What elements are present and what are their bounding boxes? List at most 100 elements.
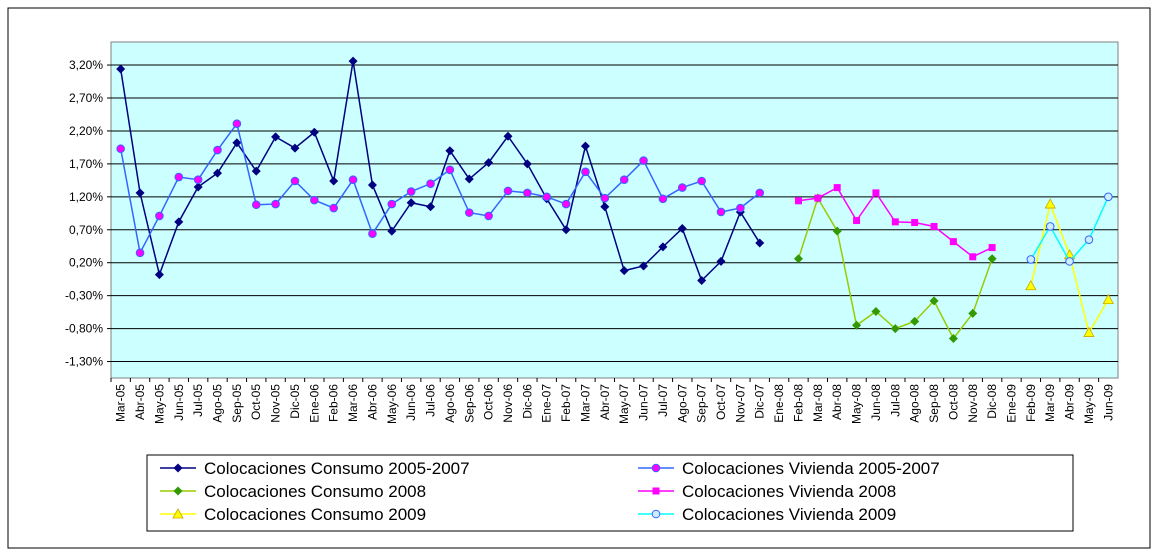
marker <box>639 261 649 271</box>
marker <box>651 463 661 473</box>
x-tick-label: Mar-08 <box>811 384 825 422</box>
x-tick-label: Nov-05 <box>269 384 283 423</box>
marker <box>290 143 300 153</box>
legend-label: Colocaciones Consumo 2005-2007 <box>204 459 470 478</box>
y-tick-label: 1,20% <box>69 190 103 204</box>
legend: Colocaciones Consumo 2005-2007 Colocacion… <box>146 454 1074 532</box>
x-tick-label: May-06 <box>385 384 399 424</box>
marker <box>853 217 861 225</box>
x-tick-label: Mar-09 <box>1043 384 1057 422</box>
marker <box>193 182 203 192</box>
marker <box>426 179 435 188</box>
marker <box>1044 198 1056 209</box>
marker <box>348 175 358 184</box>
legend-label: Colocaciones Vivienda 2005-2007 <box>682 459 940 478</box>
marker <box>832 226 842 236</box>
marker <box>580 141 590 151</box>
x-tick-label: Nov-06 <box>501 384 515 423</box>
marker <box>271 132 281 142</box>
marker <box>232 138 242 148</box>
marker <box>503 186 513 196</box>
marker <box>1084 235 1094 244</box>
marker <box>173 463 183 473</box>
x-tick-label: May-05 <box>152 384 166 424</box>
marker <box>464 208 474 217</box>
marker <box>968 308 978 318</box>
x-tick-label: May-09 <box>1082 384 1096 424</box>
x-tick-label: Feb-08 <box>791 384 805 422</box>
x-tick-label: Sep-08 <box>927 384 941 423</box>
marker <box>716 256 726 266</box>
marker <box>116 64 126 74</box>
x-tick-label: Dic-07 <box>753 384 767 419</box>
legend-box <box>146 454 1074 532</box>
x-tick-label: Jul-06 <box>424 384 438 417</box>
x-tick-label: Abr-05 <box>133 384 147 420</box>
x-tick-label: Abr-09 <box>1063 384 1077 420</box>
marker <box>251 166 261 176</box>
marker <box>793 254 803 264</box>
x-tick-label: Jun-07 <box>637 384 651 421</box>
x-tick-label: Ago-08 <box>908 384 922 423</box>
marker <box>173 486 183 496</box>
marker <box>368 229 377 239</box>
x-tick-label: Ago-06 <box>443 384 457 423</box>
x-tick-label: Jul-07 <box>656 384 670 417</box>
x-tick-label: Sep-07 <box>695 384 709 423</box>
x-tick-label: Abr-06 <box>365 384 379 420</box>
marker <box>310 195 319 205</box>
marker <box>522 159 532 169</box>
y-tick-label: 2,20% <box>69 124 103 138</box>
x-tick-label: Abr-07 <box>598 384 612 420</box>
marker <box>174 217 184 227</box>
marker <box>736 203 745 213</box>
x-tick-label: Jun-05 <box>172 384 186 421</box>
marker <box>833 184 841 192</box>
marker <box>949 238 957 246</box>
marker <box>716 207 726 217</box>
y-tick-label: 0,20% <box>69 256 103 270</box>
marker <box>154 270 164 280</box>
marker <box>600 202 610 212</box>
x-tick-label: Feb-09 <box>1024 384 1038 422</box>
plot-area: -1,30% -0,80% -0,30% 0,20% 0,70% 1,20% 1,70% 2,… <box>65 41 1119 424</box>
x-tick-label: Ene-07 <box>540 384 554 423</box>
x-tick-label: Nov-08 <box>966 384 980 423</box>
marker <box>503 131 513 141</box>
x-tick-label: Oct-05 <box>249 384 263 420</box>
marker <box>426 202 436 212</box>
x-tick-label: Jul-05 <box>191 384 205 417</box>
y-tick-label: -0,30% <box>65 289 103 303</box>
marker <box>697 275 707 285</box>
marker <box>155 211 164 221</box>
marker <box>988 244 996 252</box>
marker <box>561 225 571 235</box>
marker <box>652 487 660 495</box>
marker <box>387 226 397 236</box>
marker <box>930 222 938 230</box>
marker <box>445 165 455 175</box>
marker <box>658 242 668 252</box>
marker <box>600 193 610 203</box>
marker <box>542 192 552 202</box>
marker <box>251 200 261 210</box>
legend-label: Colocaciones Consumo 2009 <box>204 505 426 524</box>
series-line <box>119 121 761 256</box>
y-tick-label: 2,70% <box>69 91 103 105</box>
marker <box>969 253 977 261</box>
marker <box>651 509 661 519</box>
marker <box>1083 326 1095 337</box>
x-tick-label: Abr-08 <box>830 384 844 420</box>
marker <box>1045 222 1055 231</box>
marker <box>872 189 880 197</box>
x-tick-label: Mar-07 <box>578 384 592 422</box>
marker <box>1104 192 1113 202</box>
marker <box>814 194 822 202</box>
marker <box>387 199 397 209</box>
marker <box>619 175 629 184</box>
marker <box>329 176 339 186</box>
marker <box>464 174 474 184</box>
marker <box>871 306 881 316</box>
marker <box>677 223 687 233</box>
